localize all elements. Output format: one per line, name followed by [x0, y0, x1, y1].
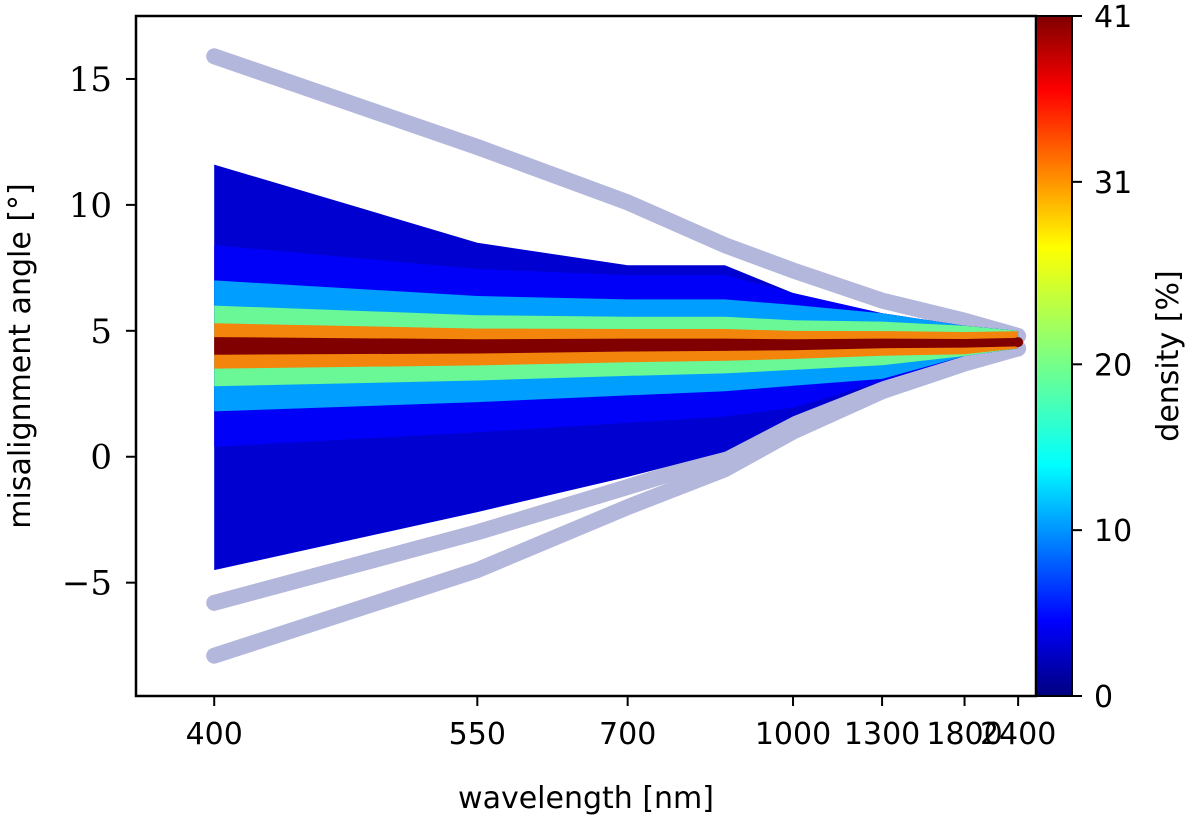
- outlier-series-1: [206, 48, 1027, 344]
- plot-area: [206, 48, 1027, 664]
- density-core-cap: [1013, 337, 1024, 348]
- y-tick-label: 0: [90, 438, 112, 478]
- x-tick-label: 550: [449, 717, 506, 752]
- colorbar-ticks: 0 10 20 31 41: [1072, 0, 1132, 715]
- outlier-series-3: [206, 340, 1027, 664]
- y-axis: −5 0 5 10 15: [62, 60, 136, 604]
- y-tick-label: 10: [69, 186, 112, 226]
- colorbar-tick-label: 10: [1094, 514, 1132, 549]
- colorbar: [1035, 15, 1073, 697]
- colorbar-tick-label: 0: [1094, 680, 1113, 715]
- y-tick-label: −5: [62, 564, 112, 604]
- x-tick-label: 1300: [844, 717, 920, 752]
- density-bands-group: [214, 164, 1024, 571]
- x-tick-label: 1800: [926, 717, 1002, 752]
- colorbar-label: density [%]: [1151, 270, 1186, 441]
- colorbar-tick-label: 31: [1094, 166, 1132, 201]
- y-axis-title: misalignment angle [°]: [3, 183, 38, 528]
- x-tick-label: 700: [599, 717, 656, 752]
- x-axis-title: wavelength [nm]: [458, 781, 714, 816]
- y-tick-label: 5: [90, 312, 112, 352]
- colorbar-tick-label: 41: [1094, 0, 1132, 35]
- x-tick-label: 1000: [755, 717, 831, 752]
- colorbar-tick-label: 20: [1094, 348, 1132, 383]
- outlier-series-group: [206, 48, 1027, 664]
- x-tick-label: 2400: [980, 717, 1056, 752]
- x-tick-label: 400: [186, 717, 243, 752]
- y-tick-label: 15: [69, 60, 112, 100]
- density-band-41: [214, 337, 1019, 355]
